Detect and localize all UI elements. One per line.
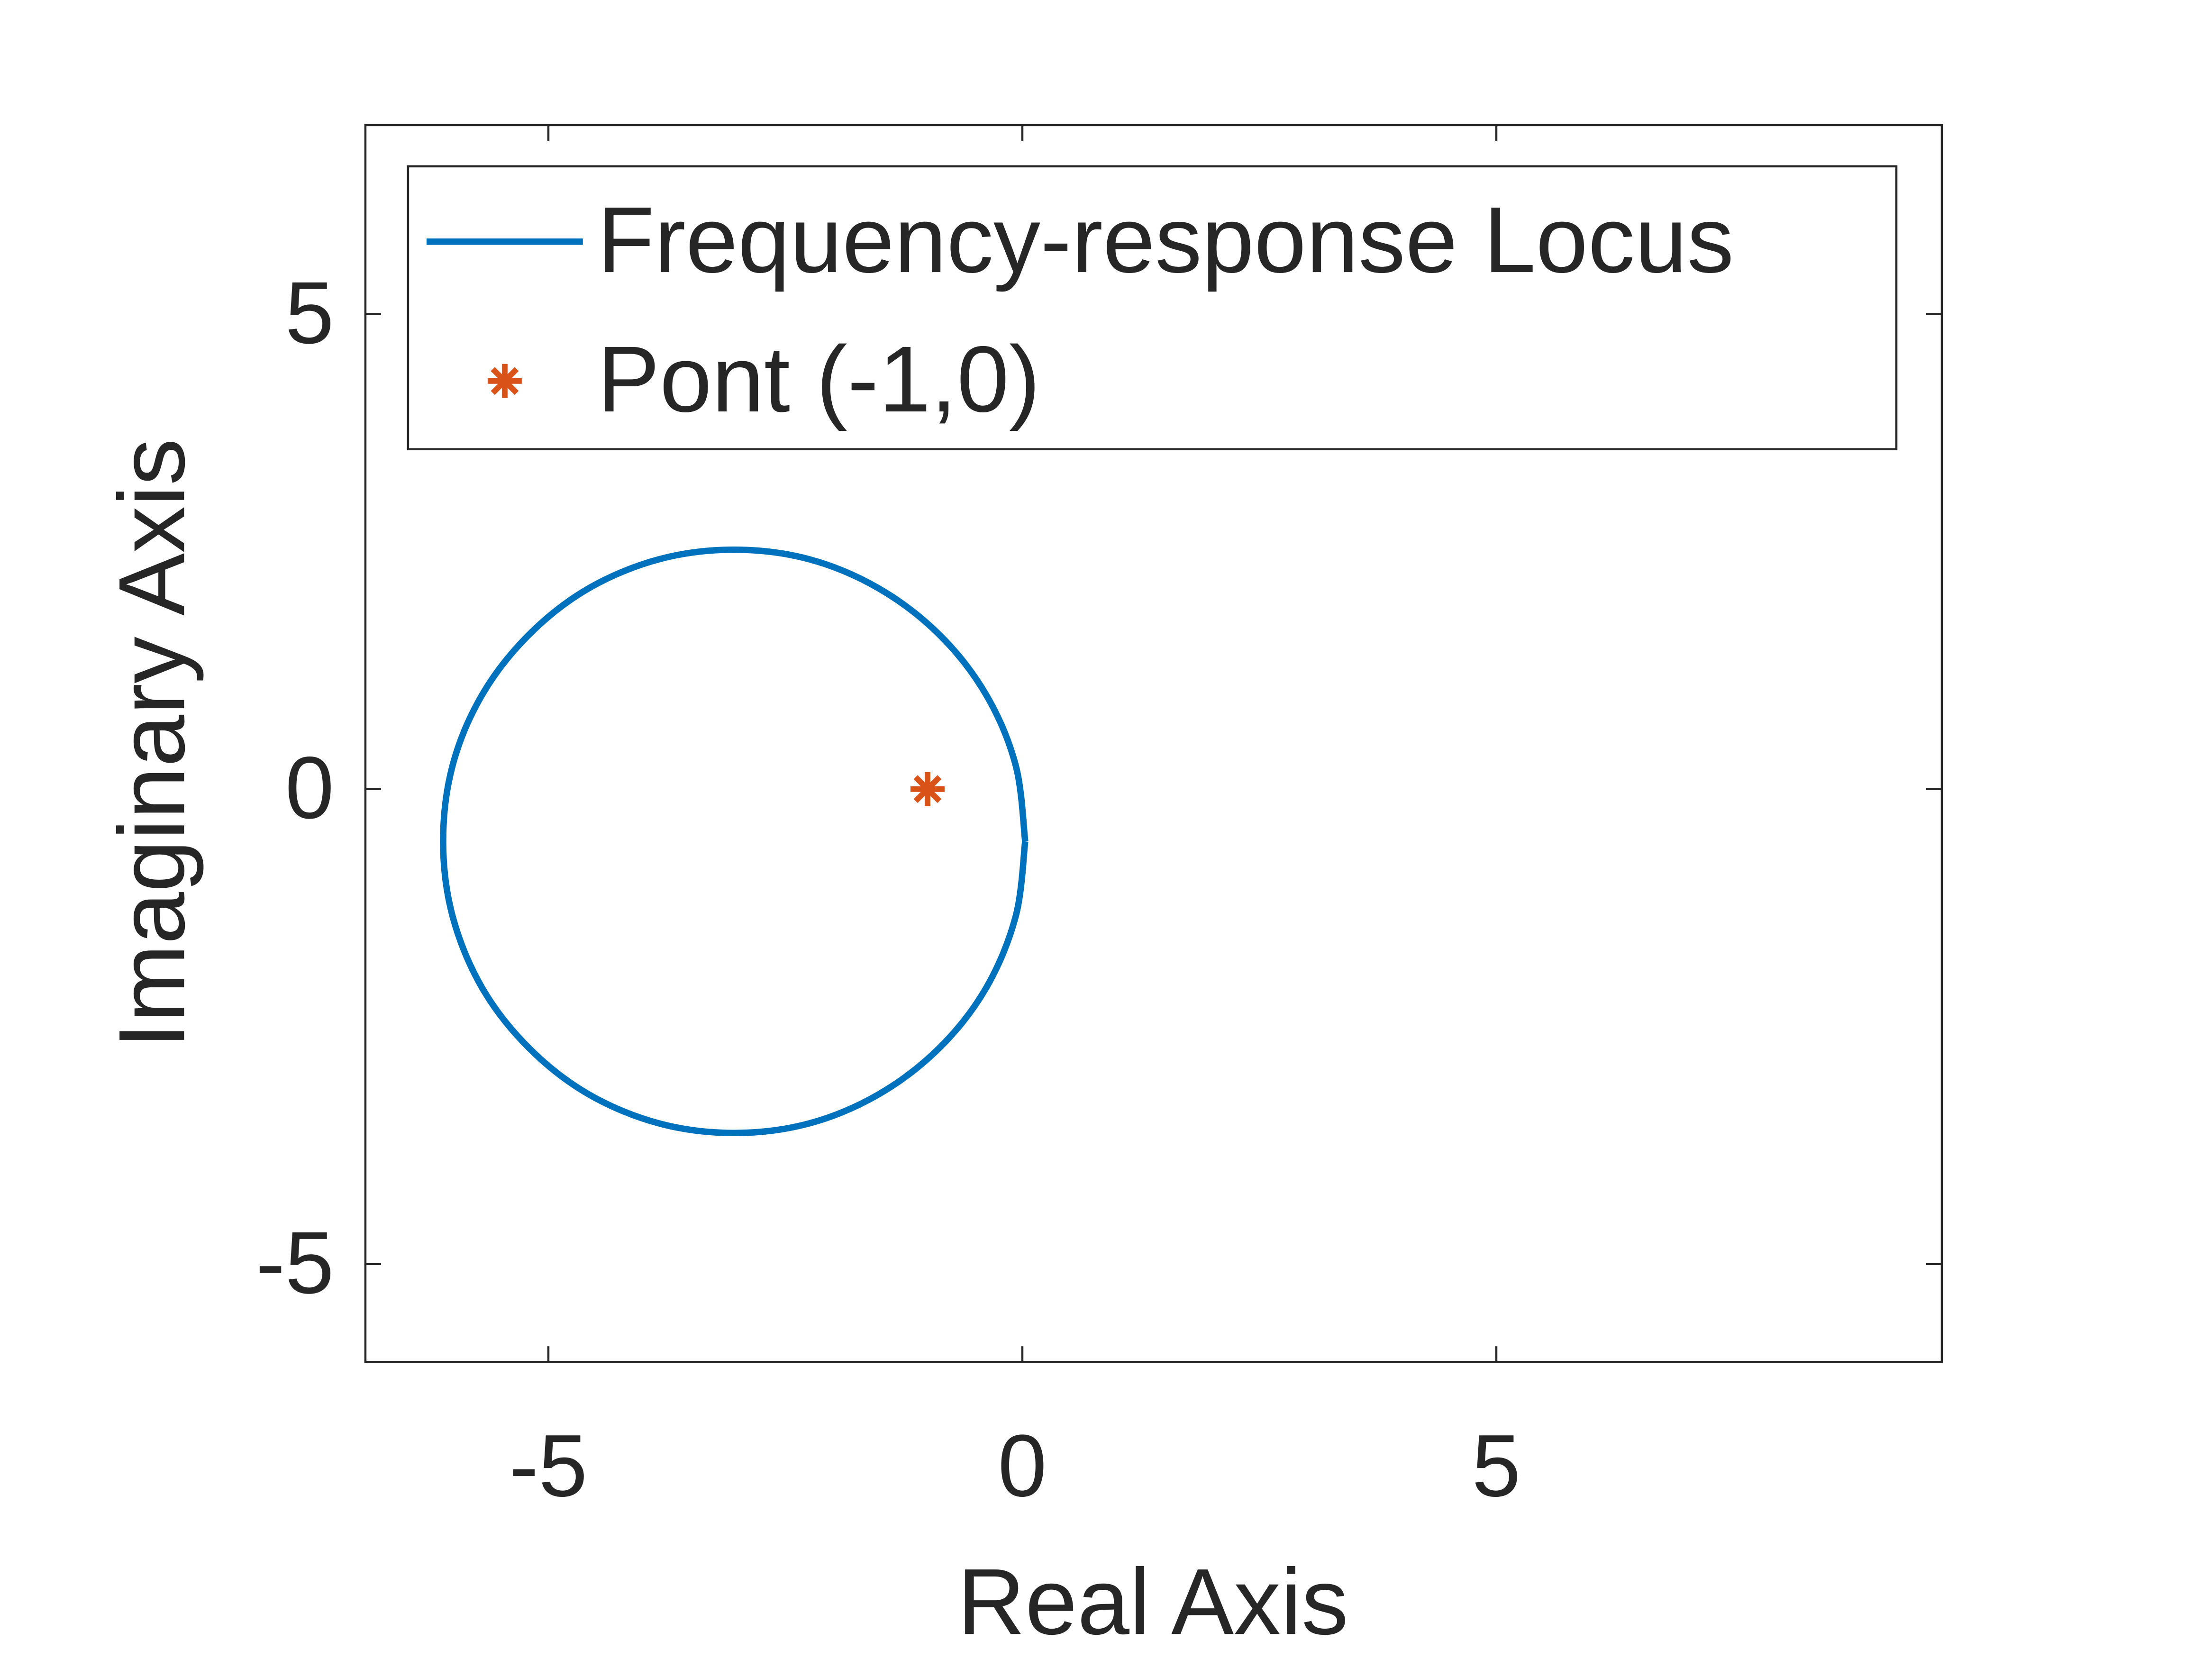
legend-label: Pont (-1,0): [597, 327, 1040, 431]
series-line: [440, 546, 1029, 1136]
y-tick-label: 5: [285, 264, 334, 362]
marker: [487, 364, 522, 398]
x-tick-label: 0: [998, 1417, 1047, 1515]
x-axis-label: Real Axis: [957, 1549, 1348, 1654]
marker-stroke: [913, 775, 942, 803]
y-tick-label: -5: [256, 1214, 334, 1312]
y-tick-label: 0: [285, 739, 334, 837]
plot-frame: [364, 124, 1943, 1363]
legend-label: Frequency-response Locus: [597, 187, 1734, 292]
x-tick-label: 5: [1472, 1417, 1520, 1515]
marker-stroke: [491, 367, 519, 395]
x-tick-label: -5: [509, 1417, 587, 1515]
marker: [910, 772, 945, 806]
legend-box: [407, 165, 1898, 450]
y-axis-label: Imaginary Axis: [99, 438, 204, 1048]
